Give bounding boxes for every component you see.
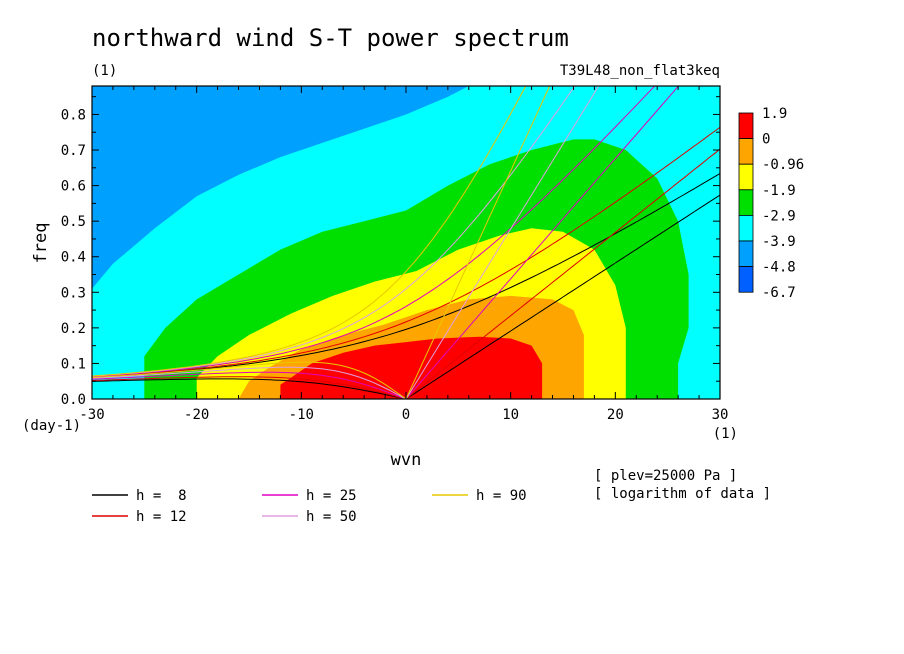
legend-label: h = 50 xyxy=(306,509,357,525)
dispersion-curve xyxy=(92,126,720,378)
dispersion-curve xyxy=(405,194,720,399)
colorbar-label: -1.9 xyxy=(762,183,796,199)
plot-area xyxy=(92,86,720,399)
colorbar-label: -6.7 xyxy=(762,285,796,301)
contour-region xyxy=(92,86,469,289)
y-tick-label: 0.1 xyxy=(61,356,86,372)
note-log: [ logarithm of data ] xyxy=(594,486,771,502)
colorbar-swatch xyxy=(738,112,754,140)
colorbar-swatch xyxy=(738,189,754,216)
y-tick-label: 0.7 xyxy=(61,143,86,159)
note-plev: [ plev=25000 Pa ] xyxy=(594,468,737,484)
contour-regions xyxy=(92,86,689,399)
x-axis-label: wvn xyxy=(391,450,422,470)
contour-region xyxy=(280,336,543,399)
y-tick-label: 0.3 xyxy=(61,285,86,301)
colorbar-swatch xyxy=(738,240,754,268)
dispersion-curve xyxy=(405,86,600,399)
y-tick-label: 0.5 xyxy=(61,214,86,230)
x-unit-label: (1) xyxy=(713,426,738,442)
colorbar: 1.9 0 -0.96 -1.9 -2.9 -3.9 -4.8 -6.7 xyxy=(738,106,804,301)
y-axis: 0.0 0.1 0.2 0.3 0.4 0.5 0.6 0.7 0.8 xyxy=(61,96,720,408)
dispersion-curve xyxy=(405,86,680,399)
dispersion-curve xyxy=(92,361,407,399)
y-tick-label: 0.4 xyxy=(61,250,86,266)
chart-subtitle-right: T39L48_non_flat3keq xyxy=(560,63,720,79)
x-tick-label: -10 xyxy=(289,407,314,423)
y-unit-label: (day-1) xyxy=(22,418,81,434)
colorbar-swatch xyxy=(738,266,754,293)
x-tick-label: -20 xyxy=(184,407,209,423)
colorbar-label: -2.9 xyxy=(762,208,796,224)
legend-label: h = 25 xyxy=(306,488,357,504)
dispersion-curve xyxy=(92,371,407,399)
colorbar-label: 1.9 xyxy=(762,106,787,122)
colorbar-label: -0.96 xyxy=(762,157,804,173)
colorbar-swatch xyxy=(738,214,754,242)
y-tick-label: 0.0 xyxy=(61,392,86,408)
dispersion-curve xyxy=(92,86,656,378)
y-tick-label: 0.2 xyxy=(61,321,86,337)
x-axis: -30 -20 -10 0 10 20 30 xyxy=(79,86,728,423)
x-tick-label: 30 xyxy=(712,407,729,423)
y-tick-label: 0.8 xyxy=(61,107,86,123)
dispersion-curve xyxy=(92,378,407,399)
x-tick-label: 0 xyxy=(402,407,410,423)
dispersion-curve xyxy=(92,86,527,377)
dispersion-curves xyxy=(92,86,720,399)
colorbar-label: 0 xyxy=(762,132,770,148)
x-tick-label: -30 xyxy=(79,407,104,423)
chart-title: northward wind S-T power spectrum xyxy=(92,24,569,52)
colorbar-label: -3.9 xyxy=(762,234,796,250)
legend-label: h = 90 xyxy=(476,488,527,504)
x-tick-label: 20 xyxy=(607,407,624,423)
chart-subtitle-left: (1) xyxy=(92,63,117,79)
dispersion-curve xyxy=(405,86,551,399)
y-tick-label: 0.6 xyxy=(61,179,86,195)
colorbar-label: -4.8 xyxy=(762,260,796,276)
y-axis-label: freq xyxy=(31,223,51,264)
dispersion-curve xyxy=(92,376,407,399)
colorbar-swatch xyxy=(738,138,754,165)
dispersion-curve xyxy=(92,86,576,377)
legend-label: h = 12 xyxy=(136,509,187,525)
colorbar-swatch xyxy=(738,163,754,191)
x-tick-label: 10 xyxy=(502,407,519,423)
dispersion-curve xyxy=(405,148,720,399)
legend: h = 8 h = 12 h = 25 h = 50 h = 90 xyxy=(92,488,527,525)
dispersion-curve xyxy=(92,366,407,399)
legend-label: h = 8 xyxy=(136,488,187,504)
